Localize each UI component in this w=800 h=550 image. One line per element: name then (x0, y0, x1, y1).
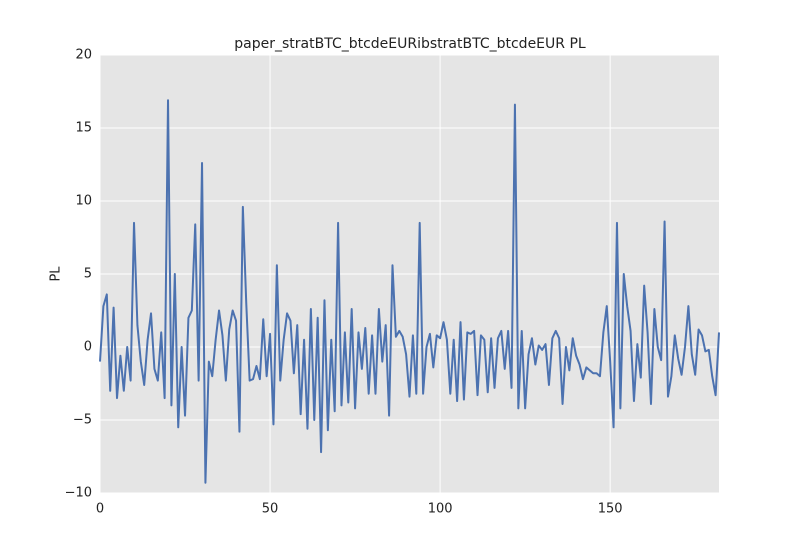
y-tick-label: 20 (75, 48, 92, 63)
x-tick-label: 50 (262, 502, 279, 517)
y-tick-label: −10 (65, 486, 92, 501)
y-tick-label: 5 (84, 267, 92, 282)
x-tick-label: 150 (598, 502, 623, 517)
x-tick-label: 100 (428, 502, 453, 517)
data-line (99, 99, 720, 484)
y-tick-label: 15 (75, 121, 92, 136)
y-tick-label: 0 (84, 340, 92, 355)
y-tick-label: −5 (73, 413, 92, 428)
chart-title: paper_stratBTC_btcdeEURibstratBTC_btcdeE… (234, 36, 586, 52)
y-tick-label: 10 (75, 194, 92, 209)
y-axis-label: PL (49, 266, 64, 282)
x-tick-label: 0 (96, 502, 104, 517)
